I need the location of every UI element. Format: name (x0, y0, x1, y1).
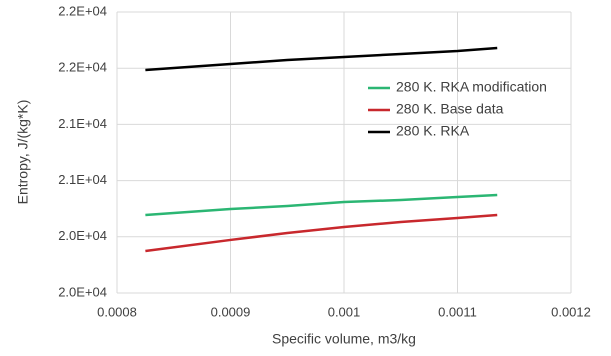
y-tick-label: 2.2E+04 (58, 60, 107, 75)
x-tick-label: 0.0008 (97, 304, 137, 319)
y-tick-label: 2.1E+04 (58, 172, 107, 187)
x-tick-label: 0.001 (328, 304, 361, 319)
legend-label: 280 K. RKA (396, 123, 470, 139)
y-tick-label: 2.1E+04 (58, 116, 107, 131)
y-tick-label: 2.0E+04 (58, 228, 107, 243)
y-axis-label: Entropy, J/(kg*K) (15, 100, 31, 205)
series-line (145, 46, 498, 72)
series-line (145, 193, 498, 217)
series-line (145, 213, 498, 253)
x-tick-label: 0.0012 (551, 304, 591, 319)
y-tick-label: 2.0E+04 (58, 284, 107, 299)
legend-label: 280 K. RKA modification (396, 79, 547, 95)
x-axis-label: Specific volume, m3/kg (272, 331, 416, 347)
x-tick-label: 0.0011 (438, 304, 477, 319)
legend-label: 280 K. Base data (396, 101, 504, 117)
x-tick-label: 0.0009 (211, 304, 251, 319)
y-tick-label: 2.2E+04 (58, 3, 107, 18)
